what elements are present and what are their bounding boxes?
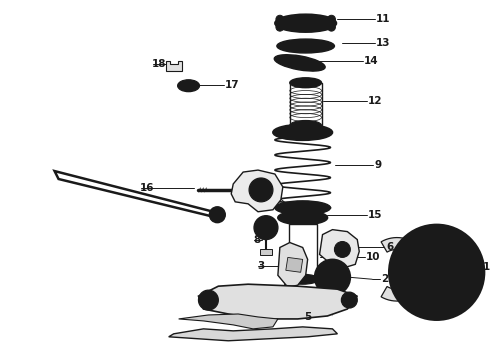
Ellipse shape: [282, 58, 318, 68]
Polygon shape: [319, 230, 359, 267]
Polygon shape: [231, 170, 283, 212]
Circle shape: [432, 267, 441, 277]
Text: 15: 15: [368, 210, 383, 220]
Circle shape: [323, 280, 328, 285]
Circle shape: [327, 23, 336, 31]
Text: 3: 3: [257, 261, 264, 271]
Text: 10: 10: [366, 252, 381, 262]
Polygon shape: [54, 171, 218, 218]
Ellipse shape: [284, 41, 327, 51]
Circle shape: [463, 269, 470, 276]
Text: 8: 8: [253, 235, 260, 244]
Circle shape: [255, 184, 267, 196]
Circle shape: [342, 292, 357, 308]
Ellipse shape: [275, 14, 337, 32]
Ellipse shape: [273, 125, 332, 140]
Circle shape: [333, 283, 338, 288]
Polygon shape: [289, 224, 317, 279]
Ellipse shape: [275, 201, 330, 215]
Circle shape: [327, 15, 336, 23]
Text: 1: 1: [483, 262, 490, 272]
Circle shape: [249, 178, 273, 202]
Polygon shape: [260, 249, 272, 256]
Ellipse shape: [290, 78, 321, 88]
Ellipse shape: [178, 80, 199, 92]
Ellipse shape: [287, 274, 318, 284]
Circle shape: [276, 15, 284, 23]
Circle shape: [198, 290, 219, 310]
Text: 14: 14: [364, 56, 379, 66]
Circle shape: [315, 260, 350, 295]
Ellipse shape: [282, 17, 329, 30]
Text: 13: 13: [376, 38, 391, 48]
Circle shape: [214, 212, 220, 218]
Ellipse shape: [297, 42, 315, 49]
Text: 5: 5: [305, 312, 312, 322]
Circle shape: [389, 225, 484, 320]
Circle shape: [323, 270, 328, 274]
Polygon shape: [179, 314, 278, 329]
Text: 12: 12: [368, 96, 383, 105]
Polygon shape: [286, 257, 303, 272]
Ellipse shape: [295, 215, 311, 221]
Ellipse shape: [278, 211, 327, 225]
Polygon shape: [278, 243, 308, 287]
Circle shape: [327, 272, 338, 282]
Text: 2: 2: [381, 274, 389, 284]
Circle shape: [276, 23, 284, 31]
Polygon shape: [166, 61, 182, 71]
Text: 9: 9: [374, 160, 381, 170]
Circle shape: [415, 251, 459, 294]
Text: 11: 11: [376, 14, 391, 24]
Circle shape: [409, 251, 416, 258]
Circle shape: [260, 222, 272, 234]
Circle shape: [345, 296, 353, 304]
Circle shape: [442, 297, 449, 304]
Circle shape: [320, 265, 344, 289]
Ellipse shape: [286, 213, 319, 222]
Circle shape: [409, 286, 416, 293]
Text: 6: 6: [386, 243, 393, 252]
Text: 16: 16: [140, 183, 154, 193]
Ellipse shape: [295, 19, 317, 28]
Circle shape: [203, 295, 213, 305]
Text: 17: 17: [225, 80, 240, 90]
Circle shape: [335, 242, 350, 257]
Circle shape: [254, 216, 278, 239]
Polygon shape: [169, 327, 338, 341]
Text: 4: 4: [436, 256, 443, 266]
Ellipse shape: [277, 39, 335, 53]
Ellipse shape: [274, 55, 325, 71]
Circle shape: [399, 235, 474, 310]
Text: 7: 7: [305, 207, 312, 217]
Ellipse shape: [290, 121, 321, 130]
Circle shape: [209, 207, 225, 223]
Text: 18: 18: [152, 59, 166, 69]
Circle shape: [425, 260, 448, 284]
Circle shape: [333, 266, 338, 271]
Ellipse shape: [281, 127, 324, 138]
Circle shape: [442, 240, 449, 247]
Polygon shape: [198, 284, 357, 319]
Ellipse shape: [183, 82, 195, 89]
Circle shape: [339, 275, 344, 280]
Polygon shape: [381, 238, 429, 301]
